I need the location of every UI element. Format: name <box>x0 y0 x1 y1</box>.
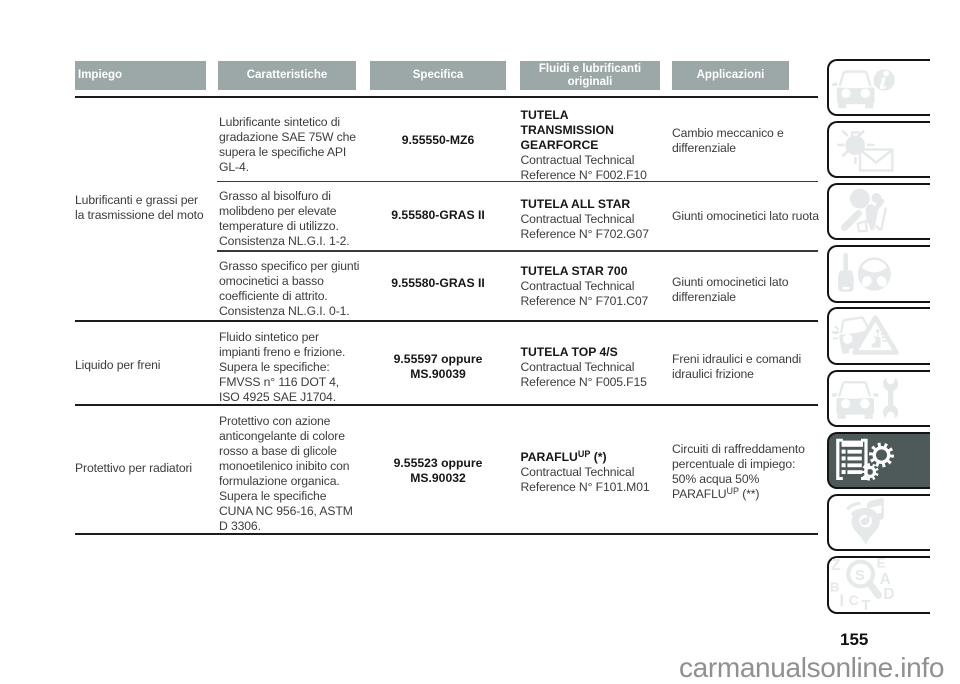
svg-text:E: E <box>877 558 886 571</box>
svg-text:I: I <box>839 591 844 610</box>
svg-text:A: A <box>880 571 891 588</box>
svg-text:Z: Z <box>831 558 841 574</box>
svg-text:S: S <box>855 568 865 584</box>
svg-text:D: D <box>883 586 894 603</box>
svg-text:T: T <box>861 597 870 610</box>
svg-text:B: B <box>830 579 839 594</box>
svg-text:C: C <box>849 592 859 608</box>
